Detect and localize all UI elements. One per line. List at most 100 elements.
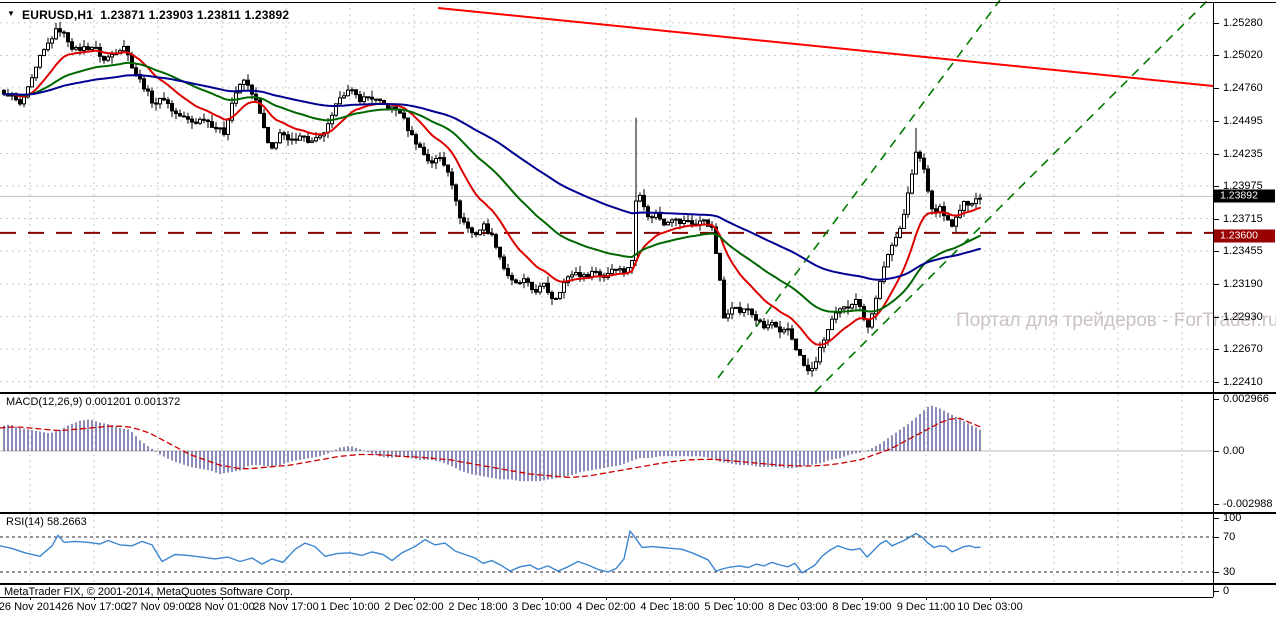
candle-body bbox=[354, 89, 358, 96]
candle-body bbox=[262, 112, 266, 129]
candle-body bbox=[834, 312, 838, 320]
candle-body bbox=[658, 212, 662, 220]
candle-body bbox=[526, 278, 530, 283]
time-axis-label: 2 Dec 18:00 bbox=[448, 601, 508, 613]
time-axis-tick bbox=[990, 597, 991, 600]
candle-body bbox=[810, 367, 814, 372]
time-axis-label: 8 Dec 19:00 bbox=[832, 601, 892, 613]
candle-body bbox=[974, 198, 978, 205]
candle-body bbox=[166, 99, 170, 105]
candle-body bbox=[190, 118, 194, 123]
candle-body bbox=[518, 282, 522, 285]
time-axis-tick bbox=[286, 597, 287, 600]
axis-tick bbox=[1213, 316, 1219, 318]
candle-body bbox=[286, 134, 290, 141]
candle-body bbox=[170, 103, 174, 112]
price-chart[interactable] bbox=[0, 0, 1213, 392]
candle-body bbox=[470, 227, 474, 234]
candle-body bbox=[82, 46, 86, 52]
price-axis-label: 1.23975 bbox=[1223, 180, 1263, 192]
candle-body bbox=[302, 135, 306, 138]
candle-body bbox=[58, 28, 62, 33]
candle-body bbox=[854, 299, 858, 305]
watermark: Портал для трейдеров - ForTrader.ru bbox=[956, 310, 1276, 331]
candle-body bbox=[818, 347, 822, 363]
bid-price-badge: 1.23892 bbox=[1214, 189, 1275, 203]
candle-body bbox=[562, 282, 566, 293]
candle-body bbox=[446, 164, 450, 173]
time-axis-label: 28 Nov 01:00 bbox=[189, 601, 255, 613]
candle-body bbox=[754, 314, 758, 321]
time-axis-tick bbox=[798, 597, 799, 600]
candle-body bbox=[214, 126, 218, 130]
candle-body bbox=[538, 285, 542, 293]
candle-body bbox=[586, 274, 590, 278]
candle-body bbox=[174, 110, 178, 115]
candle-body bbox=[378, 98, 382, 101]
candle-body bbox=[66, 32, 70, 43]
candle-body bbox=[890, 244, 894, 256]
candle-body bbox=[874, 297, 878, 315]
candle-body bbox=[738, 306, 742, 313]
candle-body bbox=[362, 96, 366, 103]
candle-body bbox=[374, 98, 378, 101]
candle-body bbox=[242, 79, 246, 85]
candle-body bbox=[134, 67, 138, 75]
macd-rsi-separator bbox=[0, 512, 1276, 514]
axis-tick bbox=[1213, 398, 1219, 400]
axis-tick bbox=[1213, 251, 1219, 252]
candle-body bbox=[318, 135, 322, 139]
candle-body bbox=[482, 223, 486, 231]
candle-body bbox=[714, 226, 718, 254]
candle-body bbox=[494, 234, 498, 248]
candle-body bbox=[514, 279, 518, 284]
candle-body bbox=[930, 190, 934, 210]
candle-body bbox=[430, 160, 434, 164]
candle-body bbox=[222, 127, 226, 135]
axis-tick bbox=[1213, 591, 1219, 592]
candle-body bbox=[150, 90, 154, 104]
candle-body bbox=[102, 55, 106, 61]
candle-body bbox=[142, 78, 146, 90]
ma-slow-blue-line bbox=[3, 74, 981, 281]
time-axis-tick bbox=[926, 597, 927, 600]
rsi-axis-label: 100 bbox=[1223, 512, 1242, 524]
rsi-bottom-separator bbox=[0, 583, 1276, 585]
price-axis-label: 1.22670 bbox=[1223, 343, 1263, 356]
candle-body bbox=[962, 201, 966, 211]
candle-body bbox=[546, 282, 550, 293]
rsi-chart[interactable] bbox=[0, 514, 1213, 583]
candle-body bbox=[682, 220, 686, 224]
candle-body bbox=[506, 268, 510, 276]
time-axis-tick bbox=[606, 597, 607, 600]
candle-body bbox=[258, 99, 262, 114]
price-axis-label: 1.24495 bbox=[1223, 115, 1263, 127]
time-axis-label: 4 Dec 02:00 bbox=[576, 601, 636, 613]
candle-body bbox=[718, 252, 722, 281]
time-axis-tick bbox=[414, 597, 415, 600]
descending-resistance-trendline bbox=[437, 7, 1213, 87]
candle-body bbox=[86, 46, 90, 51]
candle-body bbox=[238, 83, 242, 94]
window-top-border bbox=[0, 2, 1276, 3]
candle-body bbox=[830, 318, 834, 331]
candle-body bbox=[26, 86, 30, 98]
candle-body bbox=[638, 194, 642, 202]
candle-body bbox=[146, 88, 150, 92]
candle-body bbox=[186, 116, 190, 120]
time-axis-label: 28 Nov 17:00 bbox=[253, 601, 319, 613]
chart-dropdown-icon[interactable]: ▼ bbox=[7, 9, 15, 18]
candle-body bbox=[686, 220, 690, 222]
rsi-indicator-label: RSI(14) 58.2663 bbox=[6, 516, 87, 528]
candle-body bbox=[282, 132, 286, 136]
candle-body bbox=[458, 200, 462, 219]
candle-body bbox=[578, 272, 582, 278]
candle-body bbox=[746, 308, 750, 311]
candle-body bbox=[422, 146, 426, 155]
candle-body bbox=[902, 213, 906, 229]
candle-body bbox=[654, 212, 658, 218]
macd-chart[interactable] bbox=[0, 394, 1213, 512]
chart-title: EURUSD,H1 1.23871 1.23903 1.23811 1.2389… bbox=[22, 8, 289, 22]
candle-body bbox=[218, 127, 222, 130]
candle-body bbox=[770, 322, 774, 326]
